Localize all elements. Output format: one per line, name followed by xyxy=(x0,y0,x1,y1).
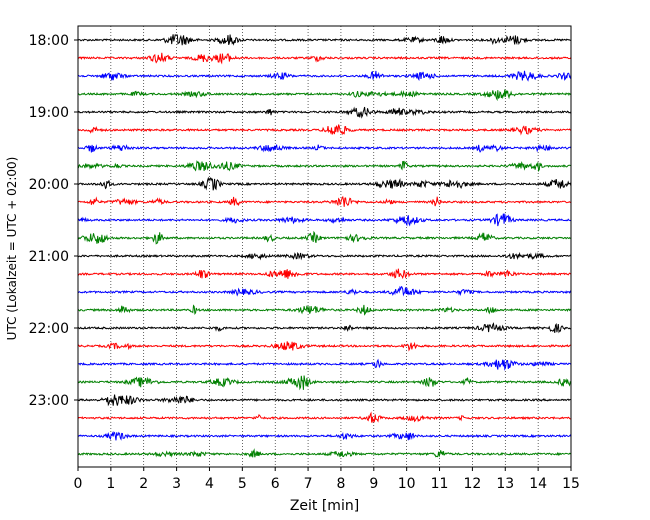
plot-frame xyxy=(77,25,572,468)
x-tick-label-3: 3 xyxy=(172,476,181,492)
trace-2100 xyxy=(77,251,572,261)
trace-1845 xyxy=(77,89,572,102)
x-tick-label-7: 7 xyxy=(304,476,313,492)
seismic-traces xyxy=(77,34,572,458)
x-tick-label-2: 2 xyxy=(139,476,148,492)
x-tick-label-14: 14 xyxy=(529,476,547,492)
trace-2330 xyxy=(77,431,572,441)
trace-1945 xyxy=(77,160,572,173)
x-tick-label-0: 0 xyxy=(74,476,83,492)
x-axis-ticks: 0 1 2 3 4 5 6 7 8 9 10 11 12 13 14 15 xyxy=(74,467,580,492)
x-tick-label-5: 5 xyxy=(238,476,247,492)
x-tick-label-6: 6 xyxy=(271,476,280,492)
x-axis-label: Zeit [min] xyxy=(290,498,359,514)
trace-2215 xyxy=(77,341,572,352)
trace-2200 xyxy=(77,322,572,334)
x-tick-label-8: 8 xyxy=(336,476,345,492)
y-axis-ticks: 18:00 19:00 20:00 21:00 22:00 23:00 xyxy=(29,33,78,409)
x-tick-label-11: 11 xyxy=(431,476,449,492)
trace-2245 xyxy=(77,375,572,391)
trace-1800 xyxy=(77,34,572,46)
y-tick-label-2200: 22:00 xyxy=(29,321,69,337)
x-tick-label-1: 1 xyxy=(106,476,115,492)
trace-2300 xyxy=(77,394,572,407)
x-tick-label-4: 4 xyxy=(205,476,214,492)
y-axis-label: UTC (Lokalzeit = UTC + 02:00) xyxy=(5,157,19,341)
trace-2015 xyxy=(77,195,572,207)
y-tick-label-2100: 21:00 xyxy=(29,249,69,265)
y-tick-label-2000: 20:00 xyxy=(29,177,69,193)
y-tick-label-1900: 19:00 xyxy=(29,105,69,121)
x-tick-label-15: 15 xyxy=(562,476,580,492)
trace-1815 xyxy=(77,52,572,65)
y-tick-label-2300: 23:00 xyxy=(29,393,69,409)
trace-2130 xyxy=(77,285,572,297)
trace-2345 xyxy=(77,448,572,458)
trace-1915 xyxy=(77,124,572,136)
x-tick-label-10: 10 xyxy=(398,476,416,492)
x-tick-label-12: 12 xyxy=(463,476,481,492)
trace-2030 xyxy=(77,213,572,227)
trace-1830 xyxy=(77,70,572,82)
trace-1900 xyxy=(77,106,572,119)
trace-2230 xyxy=(77,358,572,371)
trace-2000 xyxy=(77,176,572,191)
trace-2115 xyxy=(77,268,572,280)
y-tick-label-1800: 18:00 xyxy=(29,33,69,49)
trace-1930 xyxy=(77,143,572,153)
x-tick-label-9: 9 xyxy=(369,476,378,492)
x-tick-label-13: 13 xyxy=(496,476,514,492)
trace-2315 xyxy=(77,411,572,424)
trace-2145 xyxy=(77,304,572,316)
trace-2045 xyxy=(77,230,572,245)
